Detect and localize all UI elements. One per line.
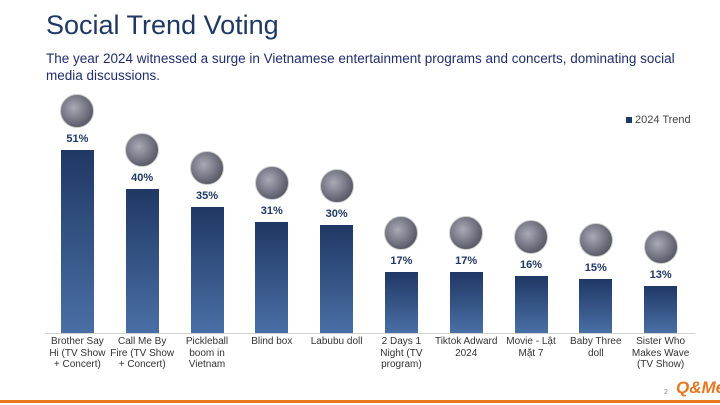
bar-icon <box>578 223 613 258</box>
bar-icon <box>449 216 484 250</box>
x-tick-label: Brother Say Hi (TV Show + Concert) <box>49 336 106 370</box>
bar-icon <box>319 169 354 204</box>
value-label: 35% <box>195 190 219 203</box>
value-label: 17% <box>390 255 413 267</box>
x-tick-label: 2 Days 1 Night (TV program) <box>380 336 423 370</box>
bar <box>644 286 678 333</box>
bar-icon <box>125 133 160 168</box>
bar <box>190 207 224 333</box>
value-label: 51% <box>66 133 89 145</box>
x-tick-label: Pickleball boom in Vietnam <box>185 336 229 370</box>
x-tick-label: Call Me By Fire (TV Show + Concert) <box>110 336 175 370</box>
x-tick-label: Labubu doll <box>310 336 363 347</box>
bar <box>449 272 483 333</box>
bar-icon <box>190 151 224 186</box>
value-label: 17% <box>455 255 478 267</box>
bar-icon <box>514 219 548 254</box>
legend-swatch <box>626 117 632 123</box>
bar <box>514 275 548 333</box>
legend: 2024 Trend <box>626 114 691 126</box>
value-label: 31% <box>260 204 283 217</box>
x-tick-label: Blind box <box>251 336 293 347</box>
bar <box>60 150 94 333</box>
x-tick-label: Baby Three doll <box>570 336 622 359</box>
bar <box>384 272 418 333</box>
value-label: 40% <box>131 172 154 185</box>
value-label: 13% <box>649 269 672 282</box>
page-number: 2 <box>664 389 668 396</box>
baseline <box>45 333 695 334</box>
chart-subtitle: The year 2024 witnessed a surge in Vietn… <box>46 51 675 83</box>
legend-label: 2024 Trend <box>635 114 691 126</box>
footer-line <box>0 400 720 403</box>
bar-icon <box>384 216 419 250</box>
value-label: 15% <box>584 262 607 275</box>
bar-icon <box>60 94 95 128</box>
x-tick-label: Sister Who Makes Wave (TV Show) <box>631 336 690 370</box>
value-label: 16% <box>519 258 543 271</box>
bar-icon <box>643 230 678 265</box>
bar-icon <box>254 165 289 200</box>
bar <box>125 189 159 333</box>
bar <box>255 221 289 333</box>
bar <box>579 279 613 333</box>
x-tick-label: Tiktok Adward 2024 <box>434 336 498 359</box>
logo: Q&Me <box>676 378 720 397</box>
value-label: 30% <box>325 208 348 221</box>
chart-title: Social Trend Voting <box>46 10 279 40</box>
bar <box>320 225 354 333</box>
x-tick-label: Movie - Lật Mặt 7 <box>506 336 556 359</box>
